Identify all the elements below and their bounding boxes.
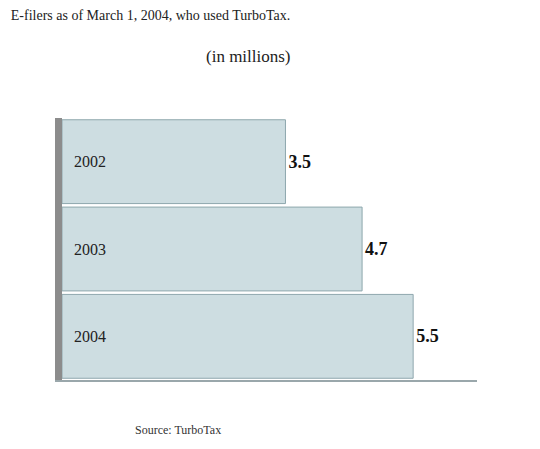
svg-text:4.7: 4.7 xyxy=(365,239,388,259)
svg-text:2002: 2002 xyxy=(74,153,106,170)
svg-text:Source: TurboTax: Source: TurboTax xyxy=(135,423,221,437)
svg-text:E-filers as of March 1, 2004,: E-filers as of March 1, 2004, who used T… xyxy=(11,8,290,23)
svg-text:5.5: 5.5 xyxy=(416,326,439,346)
svg-text:(in millions): (in millions) xyxy=(206,47,291,66)
svg-text:3.5: 3.5 xyxy=(288,152,311,172)
svg-text:2004: 2004 xyxy=(74,328,106,345)
svg-text:2003: 2003 xyxy=(74,241,106,258)
